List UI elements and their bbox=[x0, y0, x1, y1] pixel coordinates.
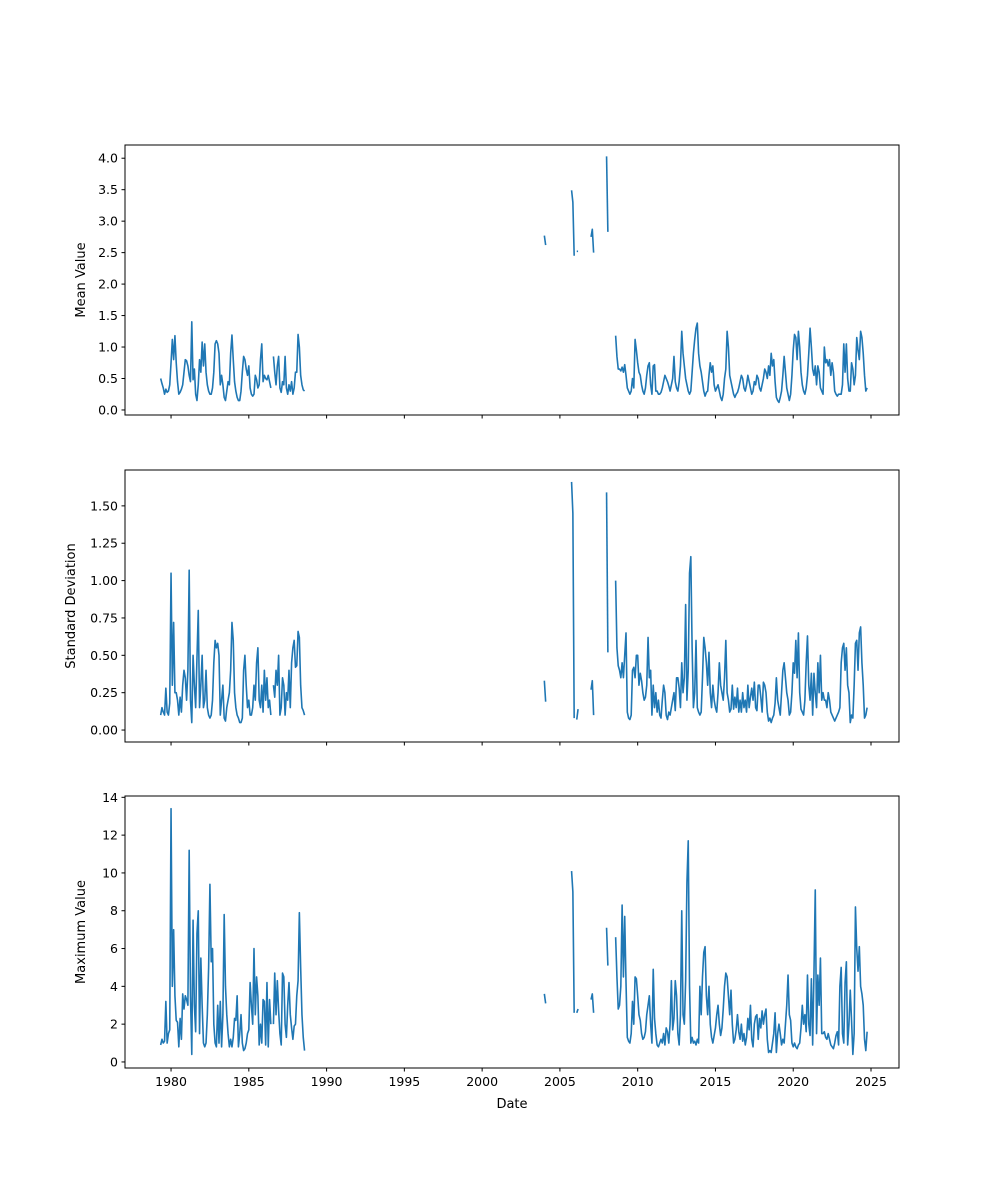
axes-frame bbox=[124, 144, 900, 416]
x-tick-label: 2015 bbox=[700, 1074, 732, 1089]
series-line-segment bbox=[543, 680, 547, 702]
y-tick-label: 3.0 bbox=[98, 214, 118, 229]
y-axis-label: Mean Value bbox=[74, 242, 89, 317]
y-tick-label: 6 bbox=[110, 941, 118, 956]
y-axis-label: Maximum Value bbox=[74, 880, 89, 984]
series-line-segment bbox=[614, 555, 868, 724]
y-tick-label: 0.25 bbox=[90, 685, 118, 700]
y-tick-label: 0 bbox=[110, 1054, 118, 1069]
x-tick-label: 1995 bbox=[388, 1074, 420, 1089]
y-tick-label: 1.25 bbox=[90, 536, 118, 551]
series-line-segment bbox=[614, 322, 868, 404]
y-tick-label: 2.0 bbox=[98, 277, 118, 292]
series-line-segment bbox=[605, 927, 609, 966]
y-axis-label: Standard Deviation bbox=[64, 543, 79, 668]
y-tick-label: 4.0 bbox=[98, 151, 118, 166]
x-axis-label: Date bbox=[496, 1097, 527, 1112]
series-line-segment bbox=[590, 228, 595, 253]
series-line-segment bbox=[590, 993, 595, 1013]
series-line-segment bbox=[159, 807, 306, 1056]
y-tick-label: 8 bbox=[110, 903, 118, 918]
series-line-segment bbox=[570, 870, 579, 1014]
series-line-segment bbox=[605, 156, 609, 232]
y-tick-label: 1.5 bbox=[98, 308, 118, 323]
x-tick-label: 1990 bbox=[311, 1074, 343, 1089]
y-tick-label: 2.5 bbox=[98, 245, 118, 260]
y-tick-label: 4 bbox=[110, 979, 118, 994]
y-tick-label: 10 bbox=[102, 865, 118, 880]
x-tick-label: 2025 bbox=[855, 1074, 887, 1089]
axes-frame bbox=[124, 469, 900, 743]
series-line-segment bbox=[605, 492, 609, 653]
y-tick-label: 12 bbox=[102, 828, 118, 843]
y-tick-label: 0.75 bbox=[90, 610, 118, 625]
y-tick-label: 3.5 bbox=[98, 182, 118, 197]
axes-frame bbox=[124, 795, 900, 1069]
series-line-segment bbox=[590, 679, 595, 716]
series-line-segment bbox=[570, 481, 579, 720]
y-tick-label: 0.00 bbox=[90, 723, 118, 738]
y-tick-label: 1.0 bbox=[98, 340, 118, 355]
x-tick-label: 1980 bbox=[155, 1074, 187, 1089]
y-tick-label: 14 bbox=[102, 790, 118, 805]
y-tick-label: 1.00 bbox=[90, 573, 118, 588]
series-line-segment bbox=[159, 569, 306, 724]
series-line-segment bbox=[159, 321, 306, 402]
x-tick-label: 1985 bbox=[233, 1074, 265, 1089]
series-line-segment bbox=[543, 993, 547, 1004]
series-line-segment bbox=[543, 235, 547, 246]
x-tick-label: 2000 bbox=[466, 1074, 498, 1089]
x-tick-label: 2010 bbox=[622, 1074, 654, 1089]
series-line-segment bbox=[614, 840, 868, 1056]
x-tick-label: 2020 bbox=[777, 1074, 809, 1089]
y-tick-label: 2 bbox=[110, 1017, 118, 1032]
series-line-segment bbox=[570, 190, 579, 256]
y-tick-label: 0.50 bbox=[90, 648, 118, 663]
y-tick-label: 0.0 bbox=[98, 402, 118, 417]
y-tick-label: 1.50 bbox=[90, 498, 118, 513]
y-tick-label: 0.5 bbox=[98, 371, 118, 386]
x-tick-label: 2005 bbox=[544, 1074, 576, 1089]
